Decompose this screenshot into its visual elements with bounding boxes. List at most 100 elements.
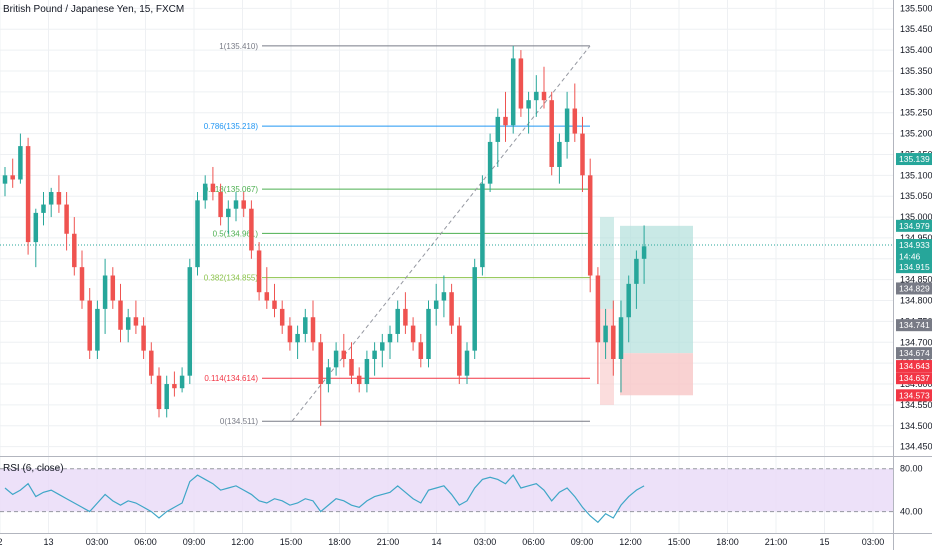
candle-body bbox=[210, 183, 216, 193]
price-badge-label: 134.573 bbox=[899, 390, 930, 400]
candle-body bbox=[418, 342, 424, 359]
x-tick-label: 18:00 bbox=[328, 537, 351, 547]
candle-body bbox=[626, 283, 631, 318]
candle-body bbox=[333, 350, 339, 368]
x-tick-label: 12:00 bbox=[231, 537, 254, 547]
y-tick-label: 135.450 bbox=[900, 24, 932, 34]
candle-body bbox=[295, 333, 300, 343]
candle-body bbox=[634, 258, 639, 284]
x-tick-label: 15 bbox=[819, 537, 829, 547]
candle-body bbox=[141, 325, 146, 351]
candle-body bbox=[487, 141, 493, 184]
fib-level-label: 0.618(135.067) bbox=[204, 185, 259, 194]
candle-body bbox=[541, 91, 547, 101]
candle-body bbox=[403, 308, 408, 326]
profit-zone-prev bbox=[600, 217, 614, 309]
y-tick-label: 135.400 bbox=[900, 45, 932, 55]
candle-body bbox=[433, 300, 439, 309]
y-tick-label: 134.500 bbox=[900, 421, 932, 431]
price-badge bbox=[896, 319, 932, 332]
y-tick-label: 135.250 bbox=[900, 108, 932, 118]
candle-body bbox=[510, 58, 516, 126]
candle-body bbox=[2, 175, 8, 184]
x-tick-label: 2 bbox=[0, 537, 3, 547]
candle-body bbox=[41, 204, 46, 213]
y-tick-label: 135.350 bbox=[900, 66, 932, 76]
x-tick-label: 06:00 bbox=[522, 537, 545, 547]
candle-body bbox=[125, 317, 131, 330]
candle-body bbox=[179, 375, 185, 389]
stop-loss-zone bbox=[620, 353, 693, 396]
candle-body bbox=[118, 300, 123, 330]
x-tick-label: 12:00 bbox=[619, 537, 642, 547]
x-tick-label: 09:00 bbox=[571, 537, 594, 547]
candle-body bbox=[595, 275, 601, 343]
x-tick-label: 03:00 bbox=[474, 537, 497, 547]
fib-level-label: 0.786(135.218) bbox=[204, 122, 259, 131]
x-tick-label: 14 bbox=[431, 537, 441, 547]
price-badge bbox=[896, 239, 932, 252]
price-badge bbox=[896, 372, 932, 385]
price-badge-label: 134.915 bbox=[899, 262, 930, 272]
candle-body bbox=[603, 325, 608, 343]
candle-body bbox=[641, 246, 647, 259]
x-tick-label: 03:00 bbox=[86, 537, 109, 547]
x-tick-label: 09:00 bbox=[183, 537, 206, 547]
candle-body bbox=[156, 375, 162, 410]
candle-body bbox=[587, 175, 593, 276]
candle-body bbox=[526, 100, 531, 109]
candle-body bbox=[410, 325, 416, 343]
y-tick-label: 135.200 bbox=[900, 129, 932, 139]
candle-body bbox=[426, 308, 431, 359]
candle-body bbox=[611, 325, 616, 359]
candle-body bbox=[25, 146, 31, 243]
price-badge bbox=[896, 261, 932, 274]
x-tick-label: 21:00 bbox=[765, 537, 788, 547]
candle-body bbox=[495, 116, 501, 142]
rsi-band bbox=[0, 468, 893, 512]
price-badge-label: 134.933 bbox=[899, 240, 930, 250]
rsi-title: RSI (6, close) bbox=[3, 463, 64, 474]
candle-body bbox=[518, 58, 524, 109]
price-badge bbox=[896, 347, 932, 360]
candle-body bbox=[87, 300, 92, 351]
candle-body bbox=[310, 317, 316, 343]
y-tick-label: 134.800 bbox=[900, 296, 932, 306]
x-tick-label: 06:00 bbox=[134, 537, 157, 547]
y-tick-label: 135.000 bbox=[900, 212, 932, 222]
candle-body bbox=[195, 200, 200, 268]
candle-body bbox=[79, 267, 85, 301]
candle-body bbox=[56, 192, 62, 205]
price-badge bbox=[896, 389, 932, 402]
candle-body bbox=[318, 342, 323, 385]
candle-body bbox=[218, 192, 223, 218]
candle-body bbox=[33, 212, 39, 243]
fib-level-label: 0.114(134.614) bbox=[204, 374, 258, 383]
x-tick-label: 13 bbox=[43, 537, 53, 547]
price-badge-label: 134.979 bbox=[899, 221, 930, 231]
candle-body bbox=[549, 100, 554, 167]
candle-body bbox=[64, 204, 69, 234]
x-tick-label: 15:00 bbox=[280, 537, 303, 547]
price-badge bbox=[896, 153, 932, 166]
y-tick-label: 134.850 bbox=[900, 275, 932, 285]
price-badge-label: 134.741 bbox=[899, 320, 930, 330]
candle-body bbox=[133, 317, 139, 326]
price-badge bbox=[896, 282, 932, 295]
candle-body bbox=[349, 358, 354, 376]
x-tick-label: 15:00 bbox=[668, 537, 691, 547]
candle-body bbox=[572, 108, 578, 134]
y-tick-label: 135.500 bbox=[900, 3, 932, 13]
candle-body bbox=[395, 308, 400, 334]
candle-body bbox=[48, 192, 54, 205]
candle-body bbox=[10, 175, 15, 180]
y-tick-label: 135.100 bbox=[900, 170, 932, 180]
y-tick-label: 134.450 bbox=[900, 442, 932, 452]
y-tick-label: 135.050 bbox=[900, 191, 932, 201]
candle-body bbox=[380, 342, 385, 351]
candle-body bbox=[233, 200, 239, 209]
rsi-level-label: 80.00 bbox=[900, 464, 923, 474]
candle-body bbox=[326, 367, 331, 385]
